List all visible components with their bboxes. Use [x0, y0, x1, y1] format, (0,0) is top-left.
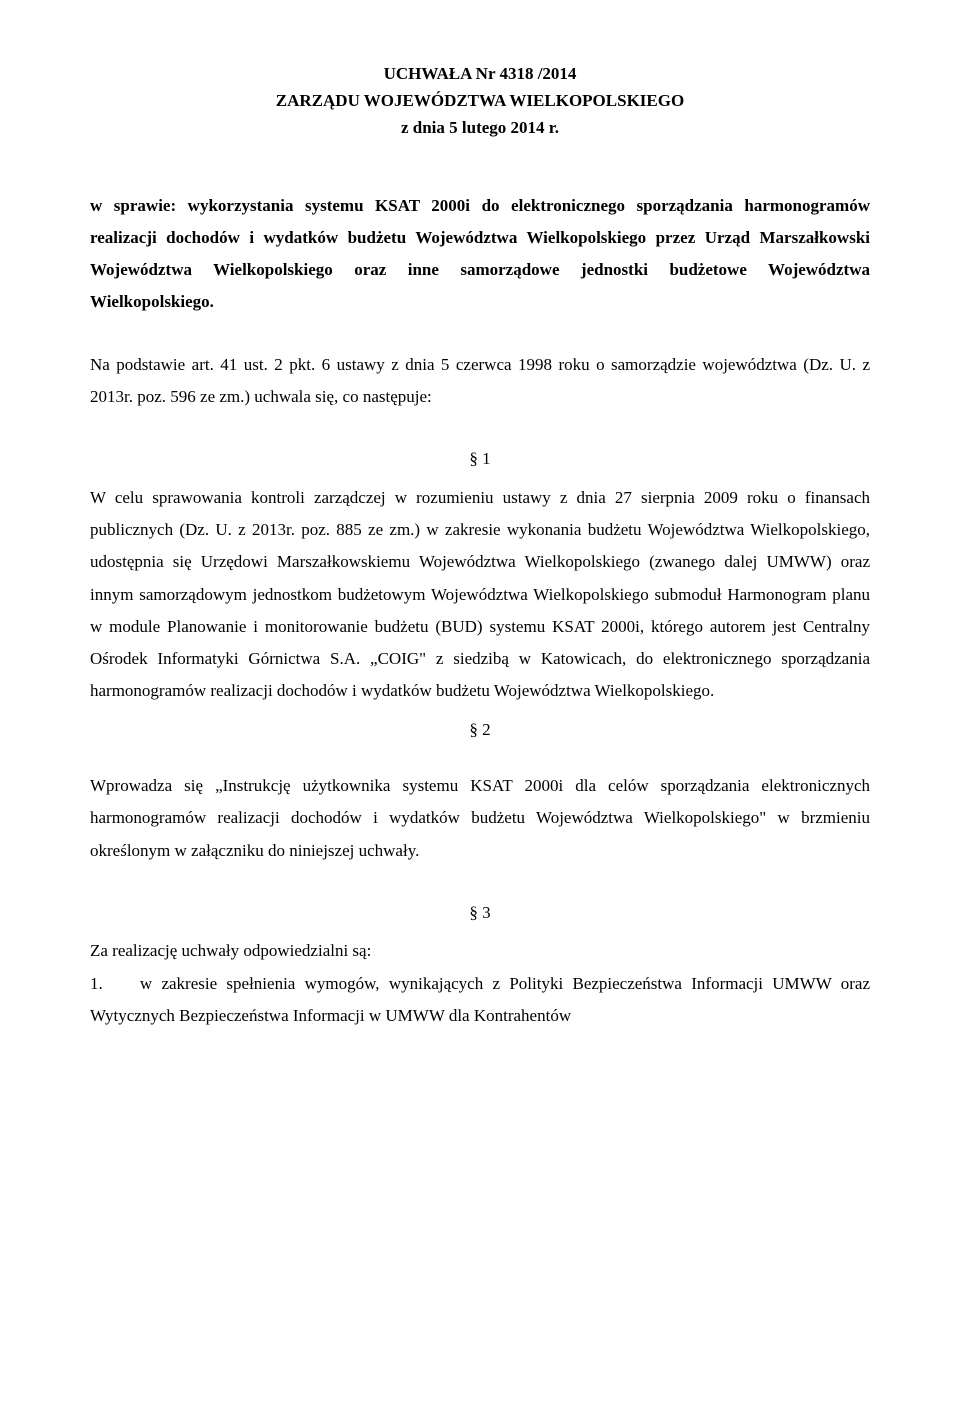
item-number: 1.	[90, 974, 103, 993]
section-2-mark: § 2	[90, 714, 870, 746]
issuing-body: ZARZĄDU WOJEWÓDZTWA WIELKOPOLSKIEGO	[90, 87, 870, 114]
section-3-mark: § 3	[90, 897, 870, 929]
document-header: UCHWAŁA Nr 4318 /2014 ZARZĄDU WOJEWÓDZTW…	[90, 60, 870, 142]
item-text: w zakresie spełnienia wymogów, wynikając…	[90, 974, 870, 1025]
section-2-text: Wprowadza się „Instrukcję użytkownika sy…	[90, 770, 870, 867]
section-1-mark: § 1	[90, 443, 870, 475]
section-3-lead: Za realizację uchwały odpowiedzialni są:	[90, 935, 870, 967]
legal-basis-paragraph: Na podstawie art. 41 ust. 2 pkt. 6 ustaw…	[90, 349, 870, 414]
resolution-date: z dnia 5 lutego 2014 r.	[90, 114, 870, 141]
resolution-number: UCHWAŁA Nr 4318 /2014	[90, 60, 870, 87]
section-1-text: W celu sprawowania kontroli zarządczej w…	[90, 482, 870, 708]
section-3-item-1: 1. w zakresie spełnienia wymogów, wynika…	[90, 968, 870, 1033]
subject-paragraph: w sprawie: wykorzystania systemu KSAT 20…	[90, 190, 870, 319]
